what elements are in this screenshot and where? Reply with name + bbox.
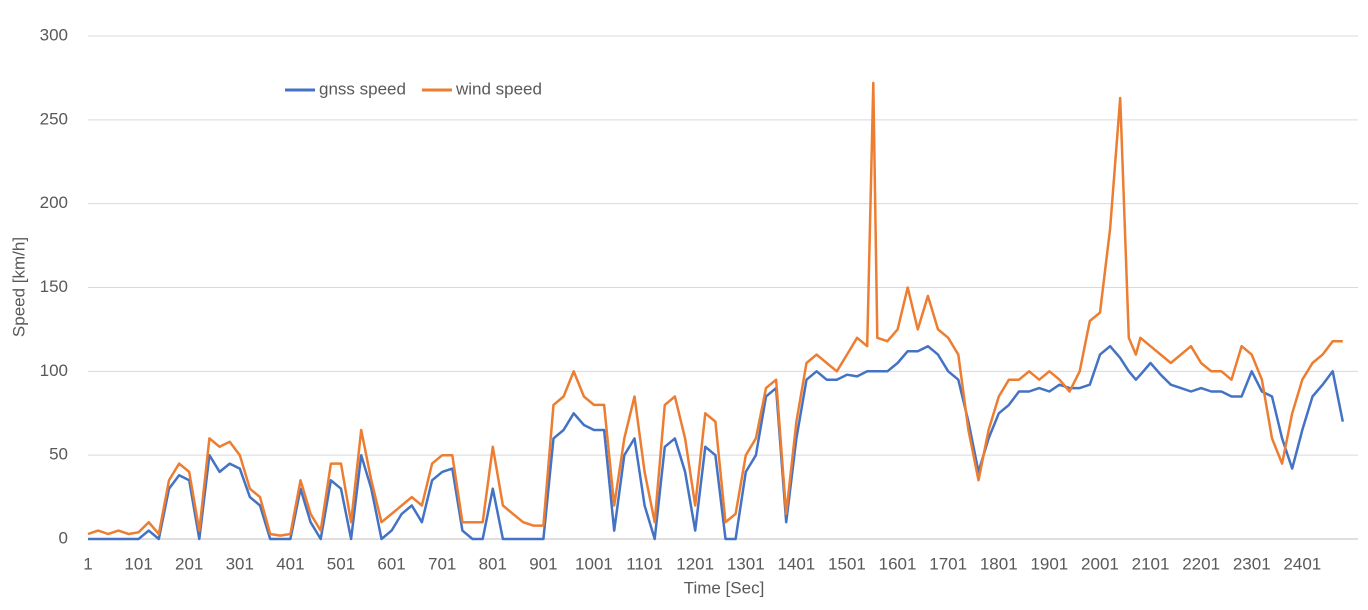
y-tick-label: 100 [40, 361, 68, 380]
x-tick-label: 601 [377, 554, 405, 573]
x-tick-label: 1701 [929, 554, 967, 573]
line-series [88, 344, 1345, 541]
x-tick-label: 1101 [626, 554, 663, 573]
x-tick-label: 501 [327, 554, 355, 573]
x-tick-label: 2301 [1233, 554, 1271, 573]
x-axis-label: Time [Sec] [684, 578, 765, 597]
y-tick-label: 150 [40, 277, 68, 296]
y-tick-label: 50 [49, 445, 68, 464]
x-tick-label: 1201 [676, 554, 714, 573]
x-tick-label: 301 [226, 554, 254, 573]
x-tick-label: 401 [276, 554, 304, 573]
legend-label: wind speed [455, 79, 542, 98]
x-tick-label: 101 [124, 554, 152, 573]
x-tick-label: 901 [529, 554, 557, 573]
x-tick-label: 2001 [1081, 554, 1119, 573]
x-tick-label: 1 [83, 554, 92, 573]
x-tick-label: 1601 [879, 554, 917, 573]
x-tick-label: 1301 [727, 554, 765, 573]
x-tick-label: 2201 [1182, 554, 1220, 573]
x-tick-label: 2101 [1132, 554, 1170, 573]
y-tick-label: 0 [59, 528, 68, 547]
x-tick-label: 801 [479, 554, 507, 573]
y-tick-label: 250 [40, 109, 68, 128]
x-tick-label: 1901 [1030, 554, 1068, 573]
x-tick-label: 1801 [980, 554, 1018, 573]
x-tick-label: 701 [428, 554, 456, 573]
x-tick-label: 1401 [777, 554, 815, 573]
x-tick-label: 1501 [828, 554, 866, 573]
x-tick-label: 201 [175, 554, 203, 573]
line-series [87, 81, 1343, 537]
y-tick-label: 200 [40, 193, 68, 212]
y-axis-label: Speed [km/h] [9, 237, 28, 337]
y-tick-label: 300 [40, 25, 68, 44]
legend-label: gnss speed [319, 79, 406, 98]
x-tick-label: 1001 [575, 554, 613, 573]
x-tick-label: 2401 [1283, 554, 1321, 573]
